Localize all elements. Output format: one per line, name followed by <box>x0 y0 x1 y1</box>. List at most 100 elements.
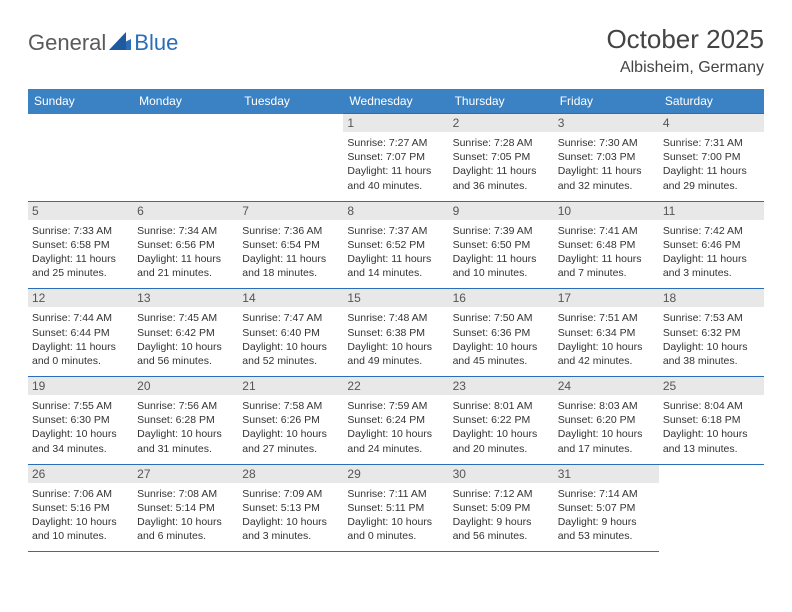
sunset-text: Sunset: 6:26 PM <box>242 413 339 427</box>
day-number: 12 <box>28 289 133 307</box>
calendar-day-cell: 6 Sunrise: 7:34 AMSunset: 6:56 PMDaylight… <box>133 201 238 289</box>
sunrise-text: Sunrise: 7:06 AM <box>32 487 129 501</box>
day-number: 30 <box>449 465 554 483</box>
sunrise-text: Sunrise: 8:01 AM <box>453 399 550 413</box>
logo: General Blue <box>28 30 178 56</box>
day-number: 11 <box>659 202 764 220</box>
daylight-text: Daylight: 10 hours and 0 minutes. <box>347 515 444 543</box>
calendar-day-cell <box>659 464 764 552</box>
sunrise-text: Sunrise: 8:03 AM <box>558 399 655 413</box>
calendar-day-cell: 3Sunrise: 7:30 AMSunset: 7:03 PMDaylight… <box>554 114 659 202</box>
sunrise-text: Sunrise: 7:42 AM <box>663 224 760 238</box>
day-number: 16 <box>449 289 554 307</box>
daylight-text: Daylight: 10 hours and 17 minutes. <box>558 427 655 455</box>
daylight-text: Daylight: 11 hours and 29 minutes. <box>663 164 760 192</box>
sunset-text: Sunset: 7:07 PM <box>347 150 444 164</box>
sunset-text: Sunset: 5:09 PM <box>453 501 550 515</box>
sunset-text: Sunset: 6:24 PM <box>347 413 444 427</box>
day-number: 29 <box>343 465 448 483</box>
day-number: 14 <box>238 289 343 307</box>
day-number: 9 <box>449 202 554 220</box>
day-number: 3 <box>554 114 659 132</box>
sunrise-text: Sunrise: 7:27 AM <box>347 136 444 150</box>
sunrise-text: Sunrise: 7:56 AM <box>137 399 234 413</box>
daylight-text: Daylight: 10 hours and 31 minutes. <box>137 427 234 455</box>
day-number: 6 <box>133 202 238 220</box>
weekday-header: Friday <box>554 89 659 114</box>
sunset-text: Sunset: 6:44 PM <box>32 326 129 340</box>
daylight-text: Daylight: 11 hours and 36 minutes. <box>453 164 550 192</box>
day-number: 8 <box>343 202 448 220</box>
calendar-day-cell: 5Sunrise: 7:33 AMSunset: 6:58 PMDaylight… <box>28 201 133 289</box>
calendar-day-cell: 31Sunrise: 7:14 AMSunset: 5:07 PMDayligh… <box>554 464 659 552</box>
calendar-day-cell: 9Sunrise: 7:39 AMSunset: 6:50 PMDaylight… <box>449 201 554 289</box>
daylight-text: Daylight: 10 hours and 3 minutes. <box>242 515 339 543</box>
weekday-header: Thursday <box>449 89 554 114</box>
sunrise-text: Sunrise: 7:33 AM <box>32 224 129 238</box>
sunset-text: Sunset: 6:28 PM <box>137 413 234 427</box>
sunset-text: Sunset: 6:30 PM <box>32 413 129 427</box>
sunrise-text: Sunrise: 7:14 AM <box>558 487 655 501</box>
sunrise-text: Sunrise: 7:30 AM <box>558 136 655 150</box>
sunrise-text: Sunrise: 7:55 AM <box>32 399 129 413</box>
calendar-day-cell <box>133 114 238 202</box>
day-number: 1 <box>343 114 448 132</box>
daylight-text: Daylight: 9 hours and 56 minutes. <box>453 515 550 543</box>
daylight-text: Daylight: 9 hours and 53 minutes. <box>558 515 655 543</box>
sunset-text: Sunset: 6:56 PM <box>137 238 234 252</box>
daylight-text: Daylight: 10 hours and 42 minutes. <box>558 340 655 368</box>
day-number: 24 <box>554 377 659 395</box>
title-block: October 2025 Albisheim, Germany <box>606 24 764 77</box>
day-number: 25 <box>659 377 764 395</box>
daylight-text: Daylight: 10 hours and 27 minutes. <box>242 427 339 455</box>
location-subtitle: Albisheim, Germany <box>606 59 764 77</box>
calendar-day-cell: 23Sunrise: 8:01 AMSunset: 6:22 PMDayligh… <box>449 377 554 465</box>
daylight-text: Daylight: 11 hours and 10 minutes. <box>453 252 550 280</box>
sunrise-text: Sunrise: 7:41 AM <box>558 224 655 238</box>
calendar-day-cell: 18Sunrise: 7:53 AMSunset: 6:32 PMDayligh… <box>659 289 764 377</box>
calendar-day-cell <box>238 114 343 202</box>
sunrise-text: Sunrise: 7:11 AM <box>347 487 444 501</box>
sunset-text: Sunset: 7:03 PM <box>558 150 655 164</box>
calendar-day-cell: 7Sunrise: 7:36 AMSunset: 6:54 PMDaylight… <box>238 201 343 289</box>
calendar-day-cell: 12Sunrise: 7:44 AMSunset: 6:44 PMDayligh… <box>28 289 133 377</box>
daylight-text: Daylight: 11 hours and 18 minutes. <box>242 252 339 280</box>
calendar-day-cell: 25Sunrise: 8:04 AMSunset: 6:18 PMDayligh… <box>659 377 764 465</box>
daylight-text: Daylight: 11 hours and 25 minutes. <box>32 252 129 280</box>
weekday-header: Sunday <box>28 89 133 114</box>
day-number: 13 <box>133 289 238 307</box>
sunrise-text: Sunrise: 7:53 AM <box>663 311 760 325</box>
calendar-day-cell: 13Sunrise: 7:45 AMSunset: 6:42 PMDayligh… <box>133 289 238 377</box>
weekday-header: Monday <box>133 89 238 114</box>
calendar-day-cell <box>28 114 133 202</box>
calendar-day-cell: 20 Sunrise: 7:56 AMSunset: 6:28 PMDayligh… <box>133 377 238 465</box>
day-number: 22 <box>343 377 448 395</box>
daylight-text: Daylight: 10 hours and 49 minutes. <box>347 340 444 368</box>
sunset-text: Sunset: 5:16 PM <box>32 501 129 515</box>
sunset-text: Sunset: 7:05 PM <box>453 150 550 164</box>
sunset-text: Sunset: 6:34 PM <box>558 326 655 340</box>
daylight-text: Daylight: 11 hours and 7 minutes. <box>558 252 655 280</box>
sunrise-text: Sunrise: 7:34 AM <box>137 224 234 238</box>
sunset-text: Sunset: 6:38 PM <box>347 326 444 340</box>
sunset-text: Sunset: 5:11 PM <box>347 501 444 515</box>
sunset-text: Sunset: 6:18 PM <box>663 413 760 427</box>
sunrise-text: Sunrise: 7:08 AM <box>137 487 234 501</box>
sunrise-text: Sunrise: 8:04 AM <box>663 399 760 413</box>
calendar-day-cell: 19Sunrise: 7:55 AMSunset: 6:30 PMDayligh… <box>28 377 133 465</box>
day-number: 20 <box>133 377 238 395</box>
calendar-week-row: 12Sunrise: 7:44 AMSunset: 6:44 PMDayligh… <box>28 289 764 377</box>
calendar-day-cell: 1Sunrise: 7:27 AMSunset: 7:07 PMDaylight… <box>343 114 448 202</box>
logo-text-general: General <box>28 30 106 56</box>
calendar-day-cell: 11Sunrise: 7:42 AMSunset: 6:46 PMDayligh… <box>659 201 764 289</box>
calendar-week-row: 5Sunrise: 7:33 AMSunset: 6:58 PMDaylight… <box>28 201 764 289</box>
sunset-text: Sunset: 6:52 PM <box>347 238 444 252</box>
daylight-text: Daylight: 10 hours and 45 minutes. <box>453 340 550 368</box>
calendar-day-cell: 8Sunrise: 7:37 AMSunset: 6:52 PMDaylight… <box>343 201 448 289</box>
sunrise-text: Sunrise: 7:51 AM <box>558 311 655 325</box>
day-number: 23 <box>449 377 554 395</box>
sunrise-text: Sunrise: 7:59 AM <box>347 399 444 413</box>
weekday-header: Wednesday <box>343 89 448 114</box>
sunrise-text: Sunrise: 7:39 AM <box>453 224 550 238</box>
daylight-text: Daylight: 11 hours and 21 minutes. <box>137 252 234 280</box>
